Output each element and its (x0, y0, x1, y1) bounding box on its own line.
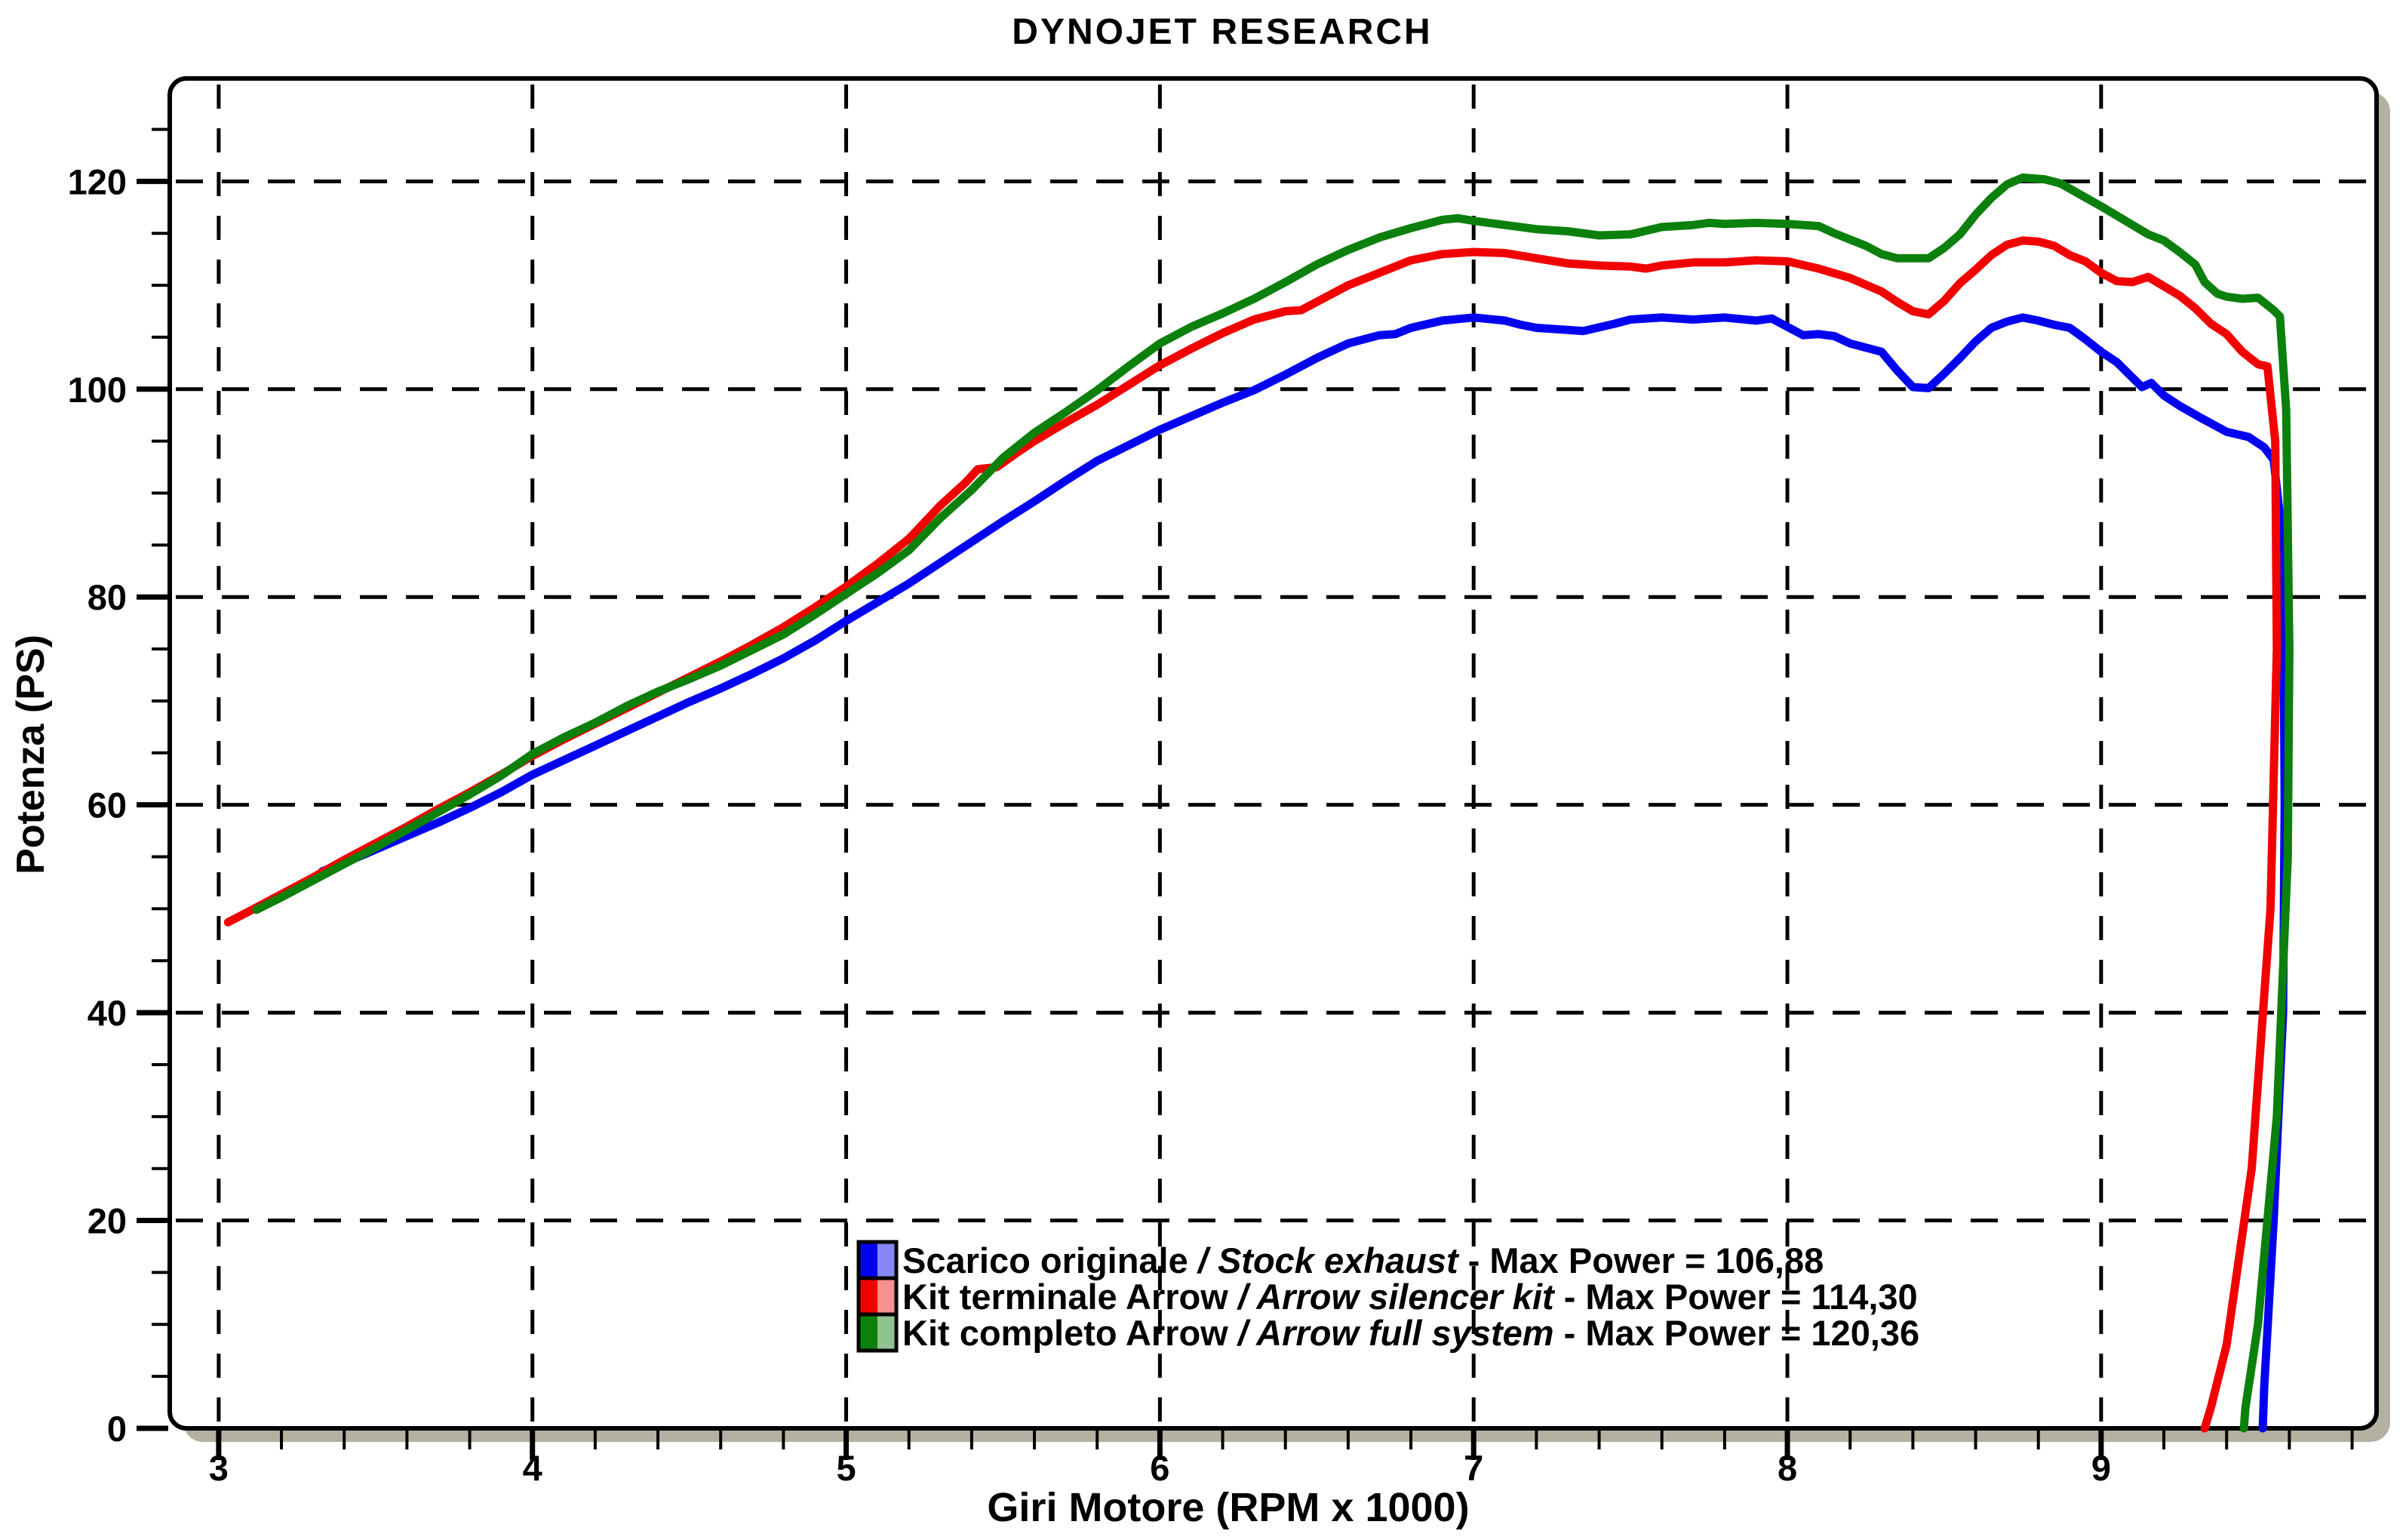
plot-background-layer (170, 78, 2377, 1428)
y-tick-label-40: 40 (88, 993, 127, 1033)
y-tick-label-20: 20 (88, 1201, 127, 1241)
y-axis-title: Potenza (PS) (9, 635, 53, 875)
y-tick-label-100: 100 (68, 370, 127, 410)
legend: Scarico originale / Stock exhaust - Max … (856, 1240, 1919, 1353)
plot-area (170, 78, 2377, 1428)
x-tick-label-4: 4 (523, 1448, 542, 1488)
x-tick-label-8: 8 (1778, 1448, 1797, 1488)
legend-row-1: Kit terminale Arrow / Arrow silencer kit… (902, 1277, 1918, 1317)
series-line-2-arrow-full-system (252, 173, 2294, 1433)
legend-swatch-light-0 (877, 1242, 896, 1278)
legend-swatch-border-2 (856, 1312, 899, 1353)
plot-frame (167, 76, 2379, 1431)
plot-frame-layer (167, 76, 2379, 1431)
legend-swatch-dark-1 (859, 1278, 877, 1314)
legend-row-0: Scarico originale / Stock exhaust - Max … (902, 1240, 1824, 1280)
y-tick-label-120: 120 (68, 161, 127, 201)
legend-swatch-dark-2 (859, 1314, 877, 1351)
tick-layer (137, 128, 2354, 1460)
chart-title: DYNOJET RESEARCH (1012, 12, 1432, 52)
x-tick-label-6: 6 (1150, 1448, 1169, 1488)
x-axis-title: Giri Motore (RPM x 1000) (987, 1485, 1469, 1530)
series-layer (223, 173, 2294, 1433)
tick-label-layer: 0 20 40 60 80 100 120 3 4 5 6 7 8 9 (68, 161, 2111, 1488)
x-tick-label-9: 9 (2091, 1448, 2111, 1488)
x-tick-label-7: 7 (1464, 1448, 1483, 1488)
legend-swatch-light-2 (877, 1314, 896, 1351)
legend-row-2: Kit completo Arrow / Arrow full system -… (902, 1313, 1919, 1353)
legend-swatch-dark-0 (859, 1242, 877, 1278)
legend-swatch-light-1 (877, 1278, 896, 1314)
y-tick-label-0: 0 (107, 1409, 127, 1449)
y-tick-label-60: 60 (88, 785, 127, 825)
x-tick-label-3: 3 (209, 1448, 229, 1488)
series-line-0-stock-exhaust (318, 313, 2289, 1433)
x-tick-label-5: 5 (836, 1448, 856, 1488)
y-tick-label-80: 80 (88, 577, 127, 617)
